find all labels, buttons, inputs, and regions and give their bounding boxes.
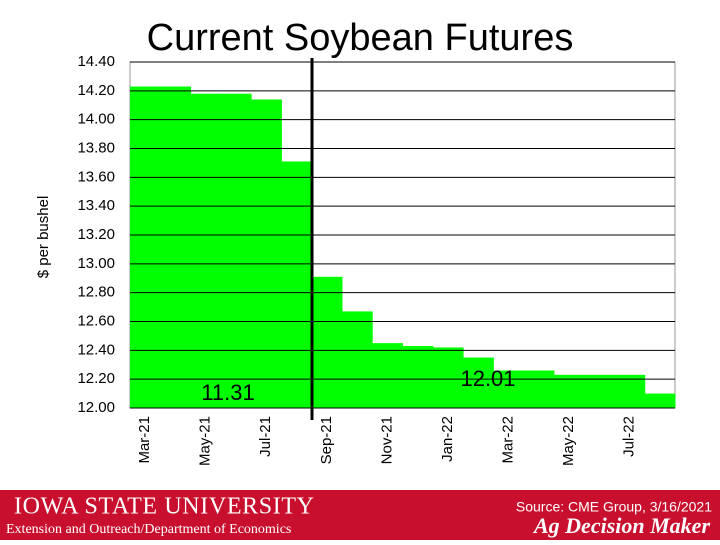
x-tick-label: May-22 (560, 416, 577, 466)
bar (493, 370, 525, 408)
x-tick-label: Nov-21 (378, 416, 395, 464)
y-tick-label: 14.00 (77, 111, 115, 128)
bar (281, 161, 313, 408)
bar (553, 374, 585, 408)
bar (130, 86, 161, 408)
y-tick-label: 13.00 (77, 255, 115, 272)
y-tick-label: 13.60 (77, 168, 115, 185)
bar (614, 374, 646, 408)
bar (341, 311, 373, 408)
bar (584, 374, 615, 408)
brand: Ag Decision Maker (532, 513, 710, 538)
x-tick-label: Jul-22 (621, 416, 638, 457)
y-tick-label: 12.80 (77, 284, 115, 301)
bar (251, 99, 282, 408)
y-tick-label: 13.20 (77, 226, 115, 243)
y-tick-label: 12.40 (77, 341, 115, 358)
bar (190, 93, 222, 408)
y-tick-label: 14.40 (77, 53, 115, 70)
x-tick-label: Jul-21 (257, 416, 274, 457)
annotation: 11.31 (201, 380, 254, 405)
y-axis-label: $ per bushel (35, 196, 52, 279)
bar (372, 343, 403, 408)
y-tick-label: 12.20 (77, 370, 115, 387)
bar (432, 347, 464, 408)
bar (220, 93, 252, 408)
bar (463, 357, 494, 408)
bar (311, 276, 343, 408)
x-tick-label: May-21 (197, 416, 214, 466)
x-tick-label: Mar-21 (136, 416, 153, 464)
university-name: Iowa State University (14, 494, 314, 520)
bar (160, 86, 192, 408)
y-tick-label: 14.20 (77, 82, 115, 99)
y-tick-label: 12.60 (77, 312, 115, 329)
department: Extension and Outreach/Department of Eco… (6, 522, 291, 537)
x-tick-label: Jan-22 (439, 416, 456, 462)
bar (402, 346, 434, 408)
footer-band (0, 490, 720, 540)
y-tick-label: 12.00 (77, 399, 115, 416)
x-tick-label: Sep-21 (318, 416, 335, 464)
annotation: 12.01 (460, 366, 515, 391)
bar (523, 370, 555, 408)
y-tick-label: 13.80 (77, 139, 115, 156)
plot (130, 61, 676, 409)
x-tick-label: Mar-22 (499, 416, 516, 464)
source: Source: CME Group, 3/16/2021 (516, 499, 712, 515)
y-tick-label: 13.40 (77, 197, 115, 214)
chart-title: Current Soybean Futures (147, 17, 574, 59)
bar (644, 393, 676, 408)
